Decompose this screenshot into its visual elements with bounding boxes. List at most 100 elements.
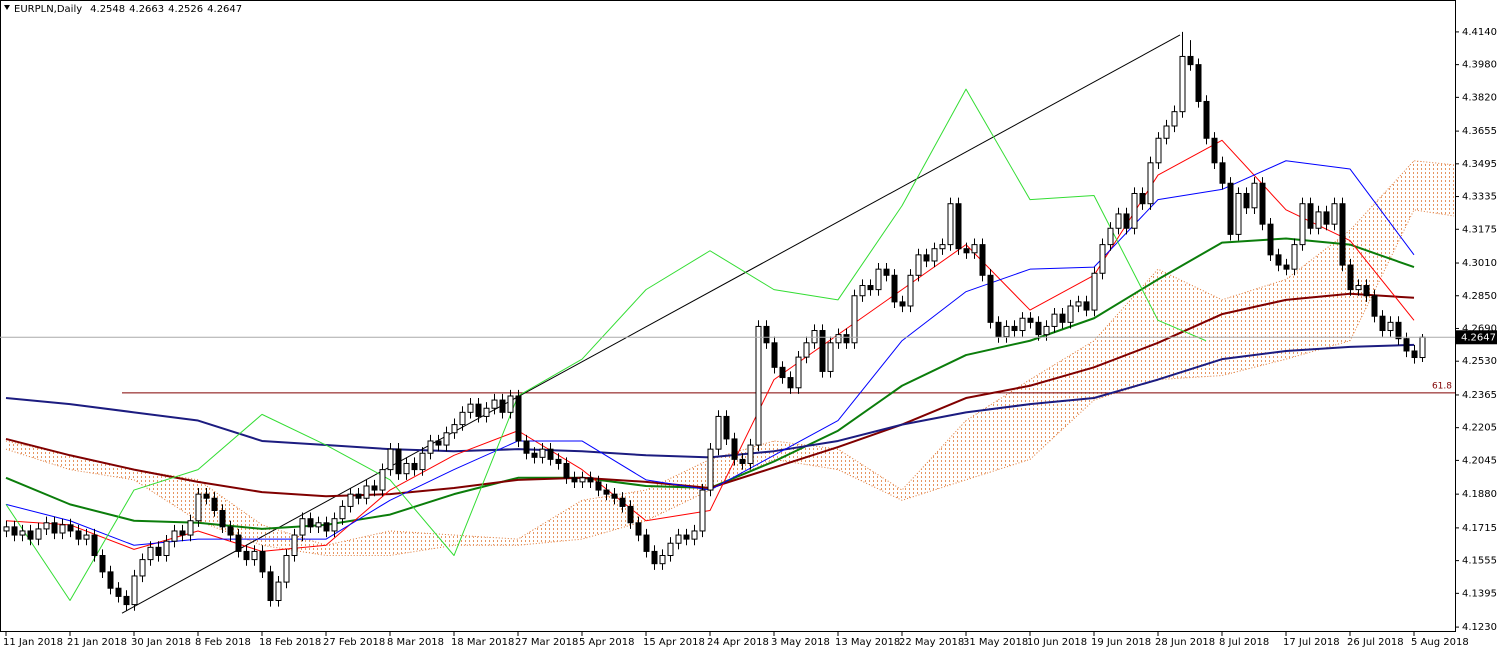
candle-body <box>771 342 778 368</box>
x-tick-label: 17 Jul 2018 <box>1283 637 1340 648</box>
candle-body <box>739 458 746 464</box>
candle-body <box>707 448 714 491</box>
candle-body <box>1027 317 1034 323</box>
candle-body <box>99 555 106 573</box>
x-tick-label: 11 Jan 2018 <box>3 637 63 648</box>
y-tick-label: 4.2690 <box>1462 323 1497 334</box>
candle-body <box>1067 305 1074 323</box>
chart-title: EURPLN,Daily <box>14 4 82 15</box>
candle-body <box>811 330 818 344</box>
x-tick-label: 8 Feb 2018 <box>195 637 251 648</box>
candle-body <box>51 522 58 534</box>
candle-body <box>147 546 154 561</box>
candle-body <box>499 399 506 413</box>
level-label: 61.8 <box>1432 381 1452 391</box>
chart-header: EURPLN,Daily 4.2548 4.2663 4.2526 4.2647 <box>14 4 242 15</box>
candle-body <box>371 485 378 491</box>
candle-body <box>267 571 274 602</box>
x-tick-label: 5 Apr 2018 <box>579 637 634 648</box>
symbol-icon <box>4 5 10 10</box>
x-tick-label: 27 Mar 2018 <box>515 637 578 648</box>
candle-body <box>923 254 930 262</box>
candle-body <box>875 268 882 291</box>
candle-body <box>963 248 970 254</box>
candle-body <box>163 540 170 557</box>
candle-body <box>403 462 410 475</box>
candle-body <box>211 497 218 512</box>
candle-body <box>1227 182 1234 235</box>
candle-body <box>579 477 586 483</box>
candle-body <box>1035 321 1042 336</box>
candle-body <box>915 254 922 276</box>
candle-body <box>571 477 578 483</box>
y-tick-label: 4.1555 <box>1462 556 1497 567</box>
candle-body <box>475 403 482 417</box>
candle-body <box>451 424 458 434</box>
candle-body <box>1139 192 1146 205</box>
candle-body <box>1003 325 1010 338</box>
x-tick-label: 30 Jan 2018 <box>131 637 191 648</box>
x-tick-label: 13 May 2018 <box>835 637 900 648</box>
candle-body <box>651 550 658 565</box>
candle-body <box>971 244 978 254</box>
candle-body <box>619 497 626 507</box>
candle-body <box>691 530 698 540</box>
candle-body <box>3 526 10 532</box>
y-tick-label: 4.2045 <box>1462 455 1497 466</box>
candle-body <box>907 274 914 307</box>
candle-body <box>547 448 554 460</box>
candle-body <box>35 528 42 540</box>
candle-body <box>835 334 842 344</box>
candle-body <box>67 524 74 532</box>
candle-body <box>155 546 162 557</box>
candle-body <box>1211 137 1218 164</box>
y-tick-label: 4.2850 <box>1462 291 1497 302</box>
y-tick-label: 4.3820 <box>1462 92 1497 103</box>
candle-body <box>555 458 562 464</box>
candle-body <box>1419 336 1426 359</box>
header-close: 4.2647 <box>207 4 242 15</box>
candle-body <box>563 462 570 479</box>
candle-body <box>1115 213 1122 229</box>
x-tick-label: 26 Jul 2018 <box>1347 637 1404 648</box>
candle-body <box>315 522 322 528</box>
candle-body <box>1019 317 1026 332</box>
trend-line <box>121 34 1181 614</box>
candle-body <box>947 203 954 246</box>
candle-body <box>1155 137 1162 164</box>
y-tick-label: 4.3010 <box>1462 258 1497 269</box>
candle-body <box>523 440 530 454</box>
candle-body <box>283 555 290 583</box>
candle-body <box>1179 55 1186 113</box>
candle-body <box>683 534 690 540</box>
x-tick-label: 24 Apr 2018 <box>707 637 769 648</box>
candle-body <box>299 518 306 536</box>
y-tick-label: 4.2205 <box>1462 423 1497 434</box>
candle-body <box>587 477 594 483</box>
y-tick-label: 4.3335 <box>1462 192 1497 203</box>
cloud-edge <box>5 160 1455 546</box>
candle-body <box>107 571 114 589</box>
candle-body <box>1307 203 1314 229</box>
candle-body <box>595 481 602 491</box>
candle-body <box>1051 313 1058 327</box>
candle-body <box>827 342 834 372</box>
candle-body <box>851 295 858 344</box>
candle-body <box>819 330 826 372</box>
candle-body <box>443 432 450 446</box>
candle-body <box>187 520 194 536</box>
candle-body <box>531 452 538 458</box>
candle-body <box>867 285 874 291</box>
candle-body <box>379 469 386 491</box>
x-tick-label: 28 Jun 2018 <box>1155 637 1215 648</box>
candle-body <box>331 518 338 532</box>
candle-body <box>491 399 498 409</box>
candle-body <box>1339 203 1346 266</box>
candle-body <box>171 530 178 542</box>
candle-body <box>139 559 146 577</box>
candle-body <box>411 462 418 471</box>
candle-body <box>539 448 546 458</box>
candle-body <box>611 493 618 499</box>
price-label-box <box>1456 330 1497 345</box>
candle-body <box>355 493 362 499</box>
